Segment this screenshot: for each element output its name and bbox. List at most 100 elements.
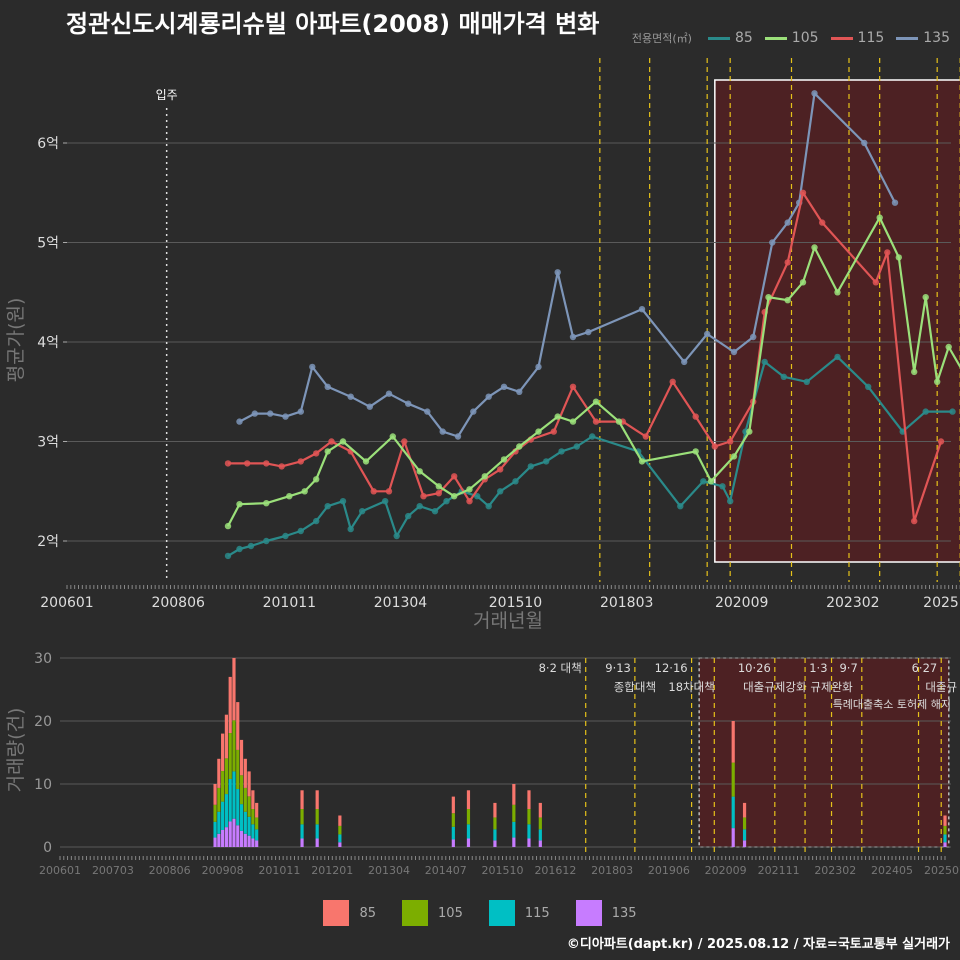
volume-bar-segment <box>232 720 236 772</box>
volume-bar-segment <box>731 762 735 797</box>
data-point-135 <box>861 139 868 147</box>
policy-date-label: 12·16 <box>655 661 688 675</box>
volume-bar-segment <box>228 778 232 822</box>
volume-bar-segment <box>466 809 471 825</box>
data-point-115 <box>401 438 408 445</box>
volume-bar-segment <box>243 811 247 834</box>
data-point-135 <box>681 358 688 366</box>
data-point-105 <box>707 478 715 485</box>
volume-y-tick-label: 10 <box>34 777 52 793</box>
data-point-85 <box>922 408 929 415</box>
data-point-115 <box>727 438 734 445</box>
volume-bar-segment <box>228 676 232 734</box>
legend-item-105: 105 <box>764 30 819 46</box>
volume-bar-segment <box>493 840 497 847</box>
data-point-105 <box>811 244 818 251</box>
data-point-135 <box>730 348 738 356</box>
volume-bar-segment <box>451 813 455 827</box>
data-point-85 <box>347 525 354 533</box>
data-point-105 <box>435 483 442 490</box>
volume-bar-segment <box>466 824 471 839</box>
data-point-135 <box>535 363 542 371</box>
data-point-85 <box>834 353 841 361</box>
data-point-85 <box>485 503 492 510</box>
volume-bar-segment <box>538 802 542 818</box>
volume-highlight-box <box>698 657 950 848</box>
volume-bar-segment <box>527 809 531 825</box>
policy-date-label: 1·3 <box>809 661 827 675</box>
volume-legend-item-105: 105 <box>402 900 463 926</box>
data-point-115 <box>642 433 649 440</box>
volume-bar-segment <box>742 817 747 830</box>
volume-bar-segment <box>493 802 497 818</box>
volume-bar-segment <box>228 821 232 847</box>
volume-bar-segment <box>232 771 236 819</box>
data-point-105 <box>784 297 791 304</box>
data-point-85 <box>573 443 580 450</box>
data-point-85 <box>761 358 768 366</box>
data-point-115 <box>799 189 807 196</box>
policy-date-label: 8·2 대책 <box>539 661 582 675</box>
legend-label-115: 115 <box>857 30 885 46</box>
data-point-115 <box>911 517 918 525</box>
x-tick-label: 201803 <box>600 595 653 611</box>
data-point-135 <box>569 333 577 341</box>
y-tick-label: 5억 <box>37 236 59 252</box>
data-point-135 <box>784 219 791 226</box>
volume-x-tick-label: 202302 <box>814 864 856 877</box>
data-point-105 <box>945 343 952 351</box>
data-point-135 <box>309 363 316 371</box>
volume-bar-segment <box>315 824 319 839</box>
data-point-135 <box>297 408 304 415</box>
data-point-135 <box>405 400 412 407</box>
volume-bar-segment <box>451 796 455 814</box>
data-point-105 <box>615 418 623 425</box>
volume-legend-label-85: 85 <box>359 905 377 921</box>
volume-bar-segment <box>247 796 251 817</box>
volume-x-tick-label: 202009 <box>705 864 747 877</box>
data-point-105 <box>922 294 929 301</box>
volume-bar-segment <box>255 817 259 830</box>
volume-bar-segment <box>943 825 947 835</box>
volume-bar-segment <box>213 784 217 805</box>
data-point-115 <box>784 259 791 266</box>
volume-bar-segment <box>538 829 542 841</box>
data-point-85 <box>512 478 519 485</box>
data-point-135 <box>750 333 757 341</box>
volume-bar-segment <box>255 829 259 841</box>
data-point-105 <box>236 501 243 508</box>
data-point-115 <box>313 450 320 457</box>
data-point-105 <box>324 448 331 455</box>
data-point-105 <box>730 453 738 460</box>
volume-bar-segment <box>251 838 255 847</box>
volume-y-tick-label: 20 <box>34 714 52 730</box>
volume-bar-segment <box>236 825 240 847</box>
volume-bar-segment <box>300 809 304 825</box>
volume-bar-segment <box>493 829 497 841</box>
volume-bar-segment <box>731 828 735 847</box>
legend-item-115: 115 <box>830 30 885 46</box>
data-point-105 <box>339 438 347 445</box>
data-point-85 <box>443 498 450 505</box>
data-point-105 <box>746 428 753 435</box>
data-point-115 <box>263 460 270 467</box>
volume-bar-segment <box>315 838 319 847</box>
data-point-85 <box>727 498 734 505</box>
data-point-135 <box>324 383 331 390</box>
data-point-135 <box>424 408 431 415</box>
volume-x-tick-label: 201304 <box>368 864 410 877</box>
volume-bar-segment <box>213 804 217 822</box>
volume-bar-segment <box>221 801 225 830</box>
legend-title: 전용면적(㎡) <box>631 32 692 45</box>
volume-bar-segment <box>236 702 240 750</box>
volume-bar-segment <box>300 824 304 839</box>
volume-bar-segment <box>221 829 225 847</box>
data-point-105 <box>466 486 473 493</box>
volume-x-tick-label: 200601 <box>39 864 81 877</box>
data-point-115 <box>420 493 427 500</box>
volume-legend-item-85: 85 <box>323 900 376 926</box>
volume-legend-swatch-85 <box>323 900 350 926</box>
volume-bar-segment <box>255 802 259 818</box>
volume-y-axis-label: 거래량(건) <box>5 708 27 793</box>
volume-bar-segment <box>338 842 342 847</box>
